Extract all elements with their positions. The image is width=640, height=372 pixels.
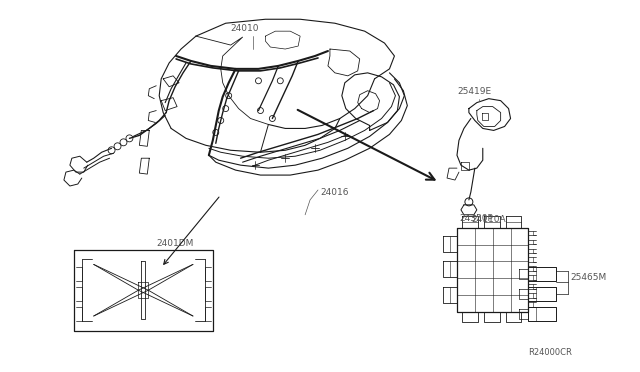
Text: 24016: 24016 <box>320 188 349 197</box>
Text: R24000CR: R24000CR <box>529 348 572 357</box>
Text: 24010: 24010 <box>230 24 259 33</box>
Text: 25465M: 25465M <box>570 273 606 282</box>
Text: 24350P: 24350P <box>459 214 493 223</box>
Text: 25419E: 25419E <box>457 87 491 96</box>
Text: 24110A: 24110A <box>471 215 506 224</box>
Text: 2401DM: 2401DM <box>156 238 194 247</box>
